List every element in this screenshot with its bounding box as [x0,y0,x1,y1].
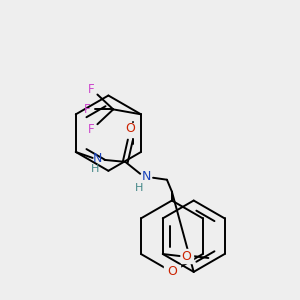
Bar [181,249,193,263]
Bar [124,123,136,137]
Text: N: N [141,170,151,183]
Bar [164,265,180,279]
Text: F: F [88,123,95,136]
Text: H: H [135,183,143,193]
Text: F: F [88,83,95,96]
Text: O: O [125,122,135,135]
Text: F: F [84,103,91,116]
Text: O: O [167,266,177,278]
Text: N: N [93,152,102,165]
Text: O: O [182,250,191,262]
Text: H: H [90,164,99,174]
